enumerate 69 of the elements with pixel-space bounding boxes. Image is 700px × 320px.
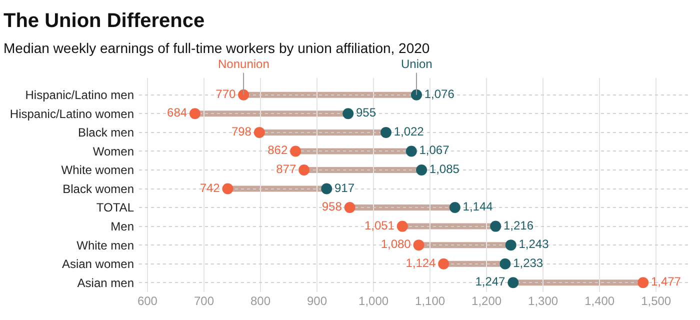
point: [410, 89, 422, 100]
data-label: 742: [200, 180, 220, 195]
point: [500, 258, 511, 270]
data-label: 1,051: [364, 218, 395, 232]
data-label: 1,085: [429, 162, 460, 176]
data-label: 1,243: [518, 237, 550, 252]
chart-title: The Union Difference: [4, 10, 205, 32]
data-label: 798: [231, 124, 252, 138]
point: [413, 240, 424, 251]
point: [298, 164, 310, 176]
y-tick-label: Black women: [62, 182, 134, 196]
data-label: 958: [322, 200, 342, 214]
x-tick-label: 1,000: [358, 294, 389, 308]
x-tick-label: 1,300: [528, 294, 558, 308]
y-tick-label: Black men: [78, 126, 134, 140]
x-tick-label: 1,100: [415, 294, 446, 308]
y-tick-label: White women: [61, 163, 134, 178]
data-label: 917: [334, 180, 355, 195]
data-label: 955: [356, 106, 376, 120]
x-tick-label: 1,400: [584, 294, 615, 308]
data-label: 1,076: [424, 86, 455, 101]
point: [438, 258, 450, 270]
point: [290, 146, 302, 157]
point: [406, 146, 417, 157]
y-tick-label: Women: [92, 144, 134, 158]
point: [396, 220, 408, 232]
data-label: 877: [276, 162, 296, 176]
x-tick-label: 700: [194, 294, 214, 308]
data-label: 1,477: [650, 274, 682, 289]
point: [638, 277, 649, 288]
data-label: 684: [167, 106, 188, 120]
x-tick-label: 900: [307, 294, 328, 308]
data-label: 1,216: [503, 218, 534, 232]
data-label: 862: [268, 143, 288, 158]
point: [416, 164, 428, 176]
point: [380, 126, 392, 138]
data-label: 1,067: [419, 143, 450, 158]
data-label: 1,124: [406, 256, 436, 270]
point: [254, 126, 265, 138]
point: [344, 202, 356, 214]
data-label: 1,144: [462, 200, 494, 214]
series-label: Union: [401, 57, 432, 71]
y-tick-label: Hispanic/Latino men: [25, 88, 134, 102]
chart-subtitle: Median weekly earnings of full-time workers by union affiliation, 2020: [4, 40, 430, 56]
data-label: 1,080: [380, 237, 412, 252]
point: [505, 240, 516, 251]
point: [508, 277, 519, 288]
data-label: 1,247: [475, 274, 506, 289]
y-tick-label: TOTAL: [96, 200, 134, 215]
x-tick-label: 1,200: [472, 294, 502, 308]
point: [222, 183, 234, 194]
y-tick-label: Asian men: [77, 276, 134, 290]
y-tick-label: Asian women: [62, 257, 134, 272]
point: [449, 202, 460, 214]
point: [342, 108, 354, 120]
x-tick-label: 600: [137, 294, 158, 308]
data-label: 1,233: [513, 256, 544, 270]
point: [238, 89, 250, 100]
y-tick-label: White men: [76, 238, 134, 252]
y-tick-label: Men: [110, 220, 134, 234]
data-label: 1,022: [394, 124, 424, 138]
text: Nonunion: [218, 57, 270, 71]
point: [189, 108, 200, 120]
y-tick-label: Hispanic/Latino women: [10, 106, 134, 121]
x-tick-label: 1,500: [641, 294, 672, 308]
point: [321, 183, 332, 194]
x-tick-label: 800: [250, 294, 271, 308]
point: [490, 220, 502, 232]
data-label: 770: [216, 86, 236, 101]
